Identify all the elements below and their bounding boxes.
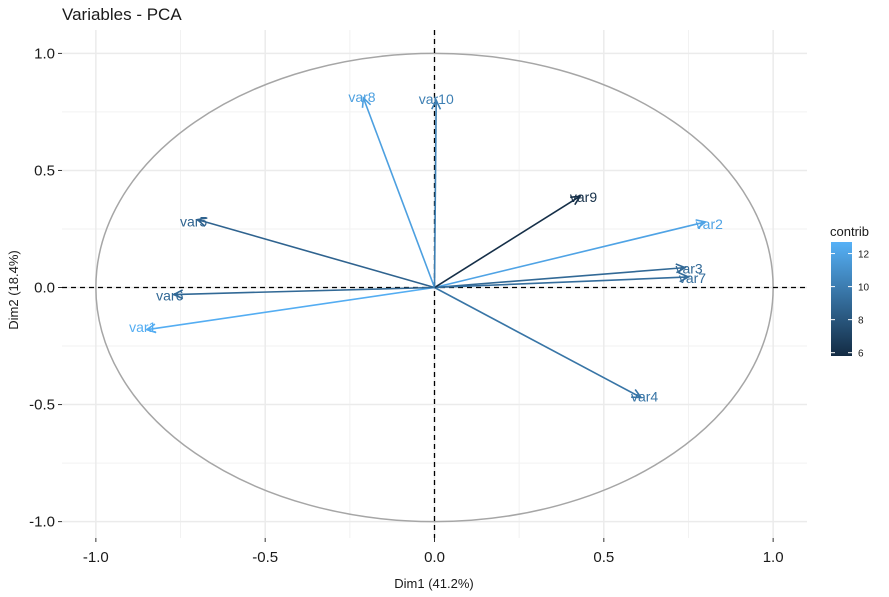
- arrow-shaft: [434, 221, 706, 289]
- y-tick-label: -1.0: [29, 514, 55, 531]
- x-tick-label: 1.0: [763, 549, 784, 566]
- legend-ticks: 6 8 10 12: [831, 250, 870, 360]
- legend-tick-label: 12: [858, 250, 870, 261]
- y-tick-label: 0.5: [34, 162, 55, 179]
- var-label-var5: var5: [180, 214, 207, 230]
- arrow-shaft: [362, 97, 436, 288]
- legend-tick-label: 6: [858, 349, 864, 360]
- arrow-var10: [431, 98, 442, 288]
- var-label-var10: var10: [419, 91, 454, 107]
- arrow-var2: [434, 219, 708, 289]
- y-axis-title: Dim2 (18.4%): [6, 250, 21, 329]
- var-label-var3: var3: [675, 260, 702, 276]
- arrow-shaft: [434, 276, 689, 289]
- x-tick-label: -0.5: [252, 549, 278, 566]
- var-label-var4: var4: [631, 388, 658, 404]
- y-tick-label: -0.5: [29, 397, 55, 414]
- arrow-head: [678, 272, 691, 283]
- contrib-legend: contrib 6 8 10 12: [830, 224, 870, 360]
- arrow-shaft: [434, 286, 642, 399]
- var-label-var6: var6: [156, 288, 183, 304]
- arrow-head: [431, 98, 442, 110]
- chart-title: Variables - PCA: [62, 5, 182, 24]
- arrow-shaft: [146, 286, 435, 331]
- arrow-var4: [434, 286, 643, 399]
- arrow-var5: [195, 217, 435, 289]
- arrow-shaft: [197, 218, 435, 289]
- arrow-head: [361, 96, 372, 108]
- var-label-var2: var2: [696, 216, 723, 232]
- arrow-var9: [434, 195, 582, 289]
- x-axis-ticks: -1.0 -0.5 0.0 0.5 1.0: [83, 538, 784, 566]
- legend-tick-label: 8: [858, 316, 864, 327]
- x-tick-label: 0.5: [593, 549, 614, 566]
- legend-tick-label: 10: [858, 283, 870, 294]
- var-label-var8: var8: [348, 89, 375, 105]
- arrow-var7: [434, 272, 691, 289]
- arrow-shaft: [433, 100, 437, 288]
- arrow-var8: [361, 96, 436, 288]
- arrow-shaft: [173, 286, 435, 296]
- arrow-head: [570, 195, 582, 206]
- arrow-shaft: [434, 195, 581, 289]
- arrow-shaft: [434, 266, 686, 289]
- arrow-head: [171, 289, 184, 300]
- arrow-var6: [171, 286, 435, 300]
- arrow-head: [195, 217, 208, 227]
- arrow-head: [144, 323, 157, 334]
- arrow-head: [631, 389, 643, 399]
- arrow-var3: [434, 263, 687, 289]
- variable-labels: var1 var2 var3 var4 var5 var6 var7 var8 var9 var1…: [129, 89, 723, 404]
- var-label-var7: var7: [679, 270, 706, 286]
- arrow-var1: [144, 286, 435, 334]
- arrow-head: [695, 219, 708, 229]
- variable-arrows: [144, 96, 708, 399]
- x-tick-label: -1.0: [83, 549, 109, 566]
- x-tick-label: 0.0: [424, 549, 445, 566]
- legend-title: contrib: [830, 224, 869, 239]
- y-axis-ticks: -1.0 -0.5 0.0 0.5 1.0: [29, 45, 62, 531]
- y-tick-label: 1.0: [34, 45, 55, 62]
- x-axis-title: Dim1 (41.2%): [394, 576, 473, 591]
- arrow-head: [675, 263, 687, 274]
- var-label-var1: var1: [129, 319, 156, 335]
- legend-colorbar: [831, 242, 852, 356]
- y-tick-label: 0.0: [34, 280, 55, 297]
- var-label-var9: var9: [570, 189, 597, 205]
